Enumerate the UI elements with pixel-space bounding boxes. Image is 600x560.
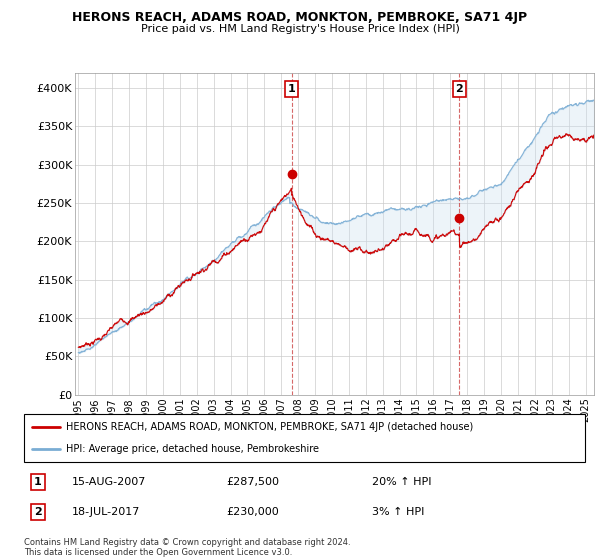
Text: 1: 1 bbox=[288, 84, 296, 94]
Text: 20% ↑ HPI: 20% ↑ HPI bbox=[372, 477, 431, 487]
Text: 2: 2 bbox=[34, 507, 42, 517]
Text: 1: 1 bbox=[34, 477, 42, 487]
Text: £230,000: £230,000 bbox=[226, 507, 279, 517]
Text: £287,500: £287,500 bbox=[226, 477, 279, 487]
Text: 15-AUG-2007: 15-AUG-2007 bbox=[71, 477, 146, 487]
Text: HERONS REACH, ADAMS ROAD, MONKTON, PEMBROKE, SA71 4JP: HERONS REACH, ADAMS ROAD, MONKTON, PEMBR… bbox=[73, 11, 527, 24]
Text: 2: 2 bbox=[455, 84, 463, 94]
Text: HPI: Average price, detached house, Pembrokeshire: HPI: Average price, detached house, Pemb… bbox=[66, 444, 319, 454]
Text: Price paid vs. HM Land Registry's House Price Index (HPI): Price paid vs. HM Land Registry's House … bbox=[140, 24, 460, 34]
Text: Contains HM Land Registry data © Crown copyright and database right 2024.
This d: Contains HM Land Registry data © Crown c… bbox=[24, 538, 350, 557]
Text: 18-JUL-2017: 18-JUL-2017 bbox=[71, 507, 140, 517]
Text: HERONS REACH, ADAMS ROAD, MONKTON, PEMBROKE, SA71 4JP (detached house): HERONS REACH, ADAMS ROAD, MONKTON, PEMBR… bbox=[66, 422, 473, 432]
Text: 3% ↑ HPI: 3% ↑ HPI bbox=[372, 507, 424, 517]
FancyBboxPatch shape bbox=[24, 414, 585, 462]
